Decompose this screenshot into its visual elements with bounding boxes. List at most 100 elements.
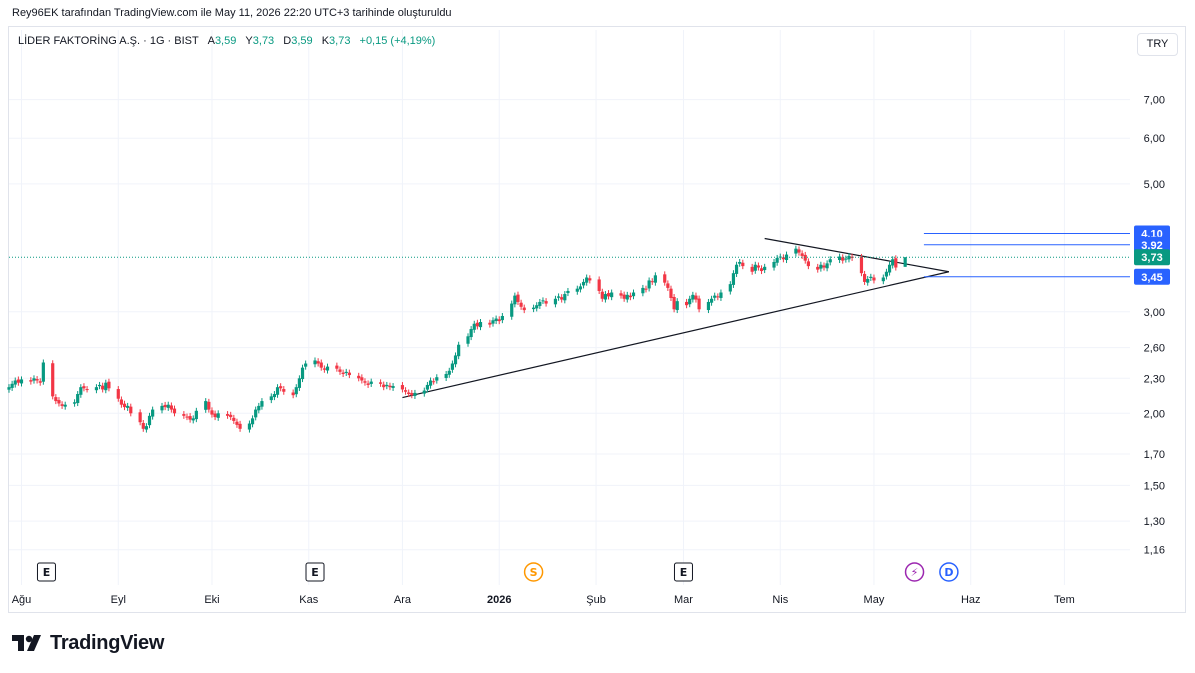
candle [825,260,829,272]
candle [628,292,632,301]
candle [544,298,548,307]
candle [510,300,514,320]
earnings-event-marker[interactable]: E [36,562,56,582]
candle-body [884,271,889,277]
dividend-event-marker[interactable]: D [939,562,959,582]
candle [497,316,501,325]
candle [191,415,195,424]
candle-body [625,294,629,300]
candle-body [357,375,361,379]
price-tick-label: 6,00 [1144,133,1165,145]
candle [391,383,395,391]
candle-body [672,296,676,310]
candle [575,285,579,295]
candle-body [797,249,801,253]
symbol-legend: LİDER FAKTORİNG A.Ş. · 1G · BIST A3,59 Y… [18,35,435,47]
candle [319,359,323,371]
price-tick-label: 5,00 [1144,179,1165,191]
candle [163,401,167,411]
candle [794,245,798,257]
candle-body [316,361,320,364]
candle-body [772,261,776,268]
news-icon [904,562,925,582]
candle [578,283,583,293]
candle-body [428,380,433,386]
candle [610,289,614,301]
candle-body [185,416,189,418]
candle [104,379,108,394]
candle [19,376,24,387]
candle-body [709,298,714,303]
candle-body [369,381,373,384]
candle-body [800,253,804,256]
candle-body [16,379,20,383]
candle [556,293,561,301]
candle-body [160,405,164,411]
candle [57,397,61,407]
split-event-marker[interactable]: S [523,562,544,582]
price-tick-label: 1,16 [1144,545,1165,557]
time-tick-label: Eyl [111,594,126,606]
candle-body [603,294,608,300]
candle-body [194,410,198,420]
candle-body [19,379,24,384]
candle-body [556,296,561,298]
candle-body [291,392,295,396]
candle-body [560,297,564,300]
candle [378,379,383,387]
dividend-icon [939,562,959,582]
candle [709,295,714,306]
candle-body [60,404,64,406]
news-event-marker[interactable]: ⚡ [904,562,925,582]
tradingview-logo-text: TradingView [50,631,165,654]
candle [694,292,698,303]
candle-body [57,400,61,404]
candle [279,383,283,392]
candle-body [169,405,173,410]
candle-body [116,389,120,399]
candle-body [144,426,148,430]
price-level-label: 3,45 [1141,272,1162,284]
candle-body [422,390,426,394]
earnings-event-marker[interactable]: E [673,562,693,582]
candle-body [819,264,823,269]
candle [691,291,695,303]
candle-body [216,413,220,418]
time-tick-label: Nis [772,594,788,606]
candle [841,254,845,264]
candle [887,261,892,276]
candle-body [494,318,498,322]
candle-body [684,301,689,306]
candle [35,376,39,384]
candle-body [254,409,258,418]
candle-body [435,377,439,381]
candle-body [425,384,430,390]
candle-body [513,295,517,305]
candle [469,326,473,341]
candle-body [238,423,242,429]
tradingview-logo[interactable]: TradingView [12,631,164,655]
earnings-icon [36,562,56,582]
candle [63,401,67,410]
candle [844,255,848,263]
candle [797,246,801,256]
candle-body [54,397,58,402]
candle [225,411,230,419]
candle [207,398,211,413]
candle-body [544,301,548,304]
price-level-label: 3,92 [1141,240,1162,252]
candle-body [631,292,636,297]
candle [357,372,361,382]
candle-body [675,301,679,311]
candle [366,380,370,388]
currency-button[interactable]: TRY [1137,33,1178,56]
candle-body [400,385,405,390]
candle-body [453,355,458,365]
candle-body [76,394,80,404]
earnings-event-marker[interactable]: E [305,562,325,582]
candle [641,284,645,297]
candle-body [538,301,542,306]
candle [385,381,389,390]
candle [581,278,586,289]
